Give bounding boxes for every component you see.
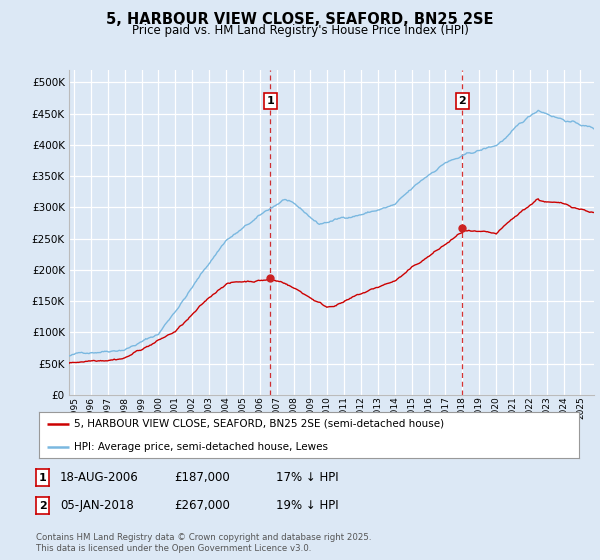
Text: Price paid vs. HM Land Registry's House Price Index (HPI): Price paid vs. HM Land Registry's House … [131,24,469,36]
Text: £187,000: £187,000 [174,470,230,484]
Text: HPI: Average price, semi-detached house, Lewes: HPI: Average price, semi-detached house,… [74,442,328,451]
Text: 1: 1 [266,96,274,106]
Text: 1: 1 [39,473,46,483]
Text: Contains HM Land Registry data © Crown copyright and database right 2025.
This d: Contains HM Land Registry data © Crown c… [36,533,371,553]
Text: 5, HARBOUR VIEW CLOSE, SEAFORD, BN25 2SE: 5, HARBOUR VIEW CLOSE, SEAFORD, BN25 2SE [106,12,494,27]
Text: 19% ↓ HPI: 19% ↓ HPI [276,498,338,512]
Text: £267,000: £267,000 [174,498,230,512]
Text: 17% ↓ HPI: 17% ↓ HPI [276,470,338,484]
Text: 2: 2 [39,501,46,511]
Text: 18-AUG-2006: 18-AUG-2006 [60,470,139,484]
Text: 05-JAN-2018: 05-JAN-2018 [60,498,134,512]
Text: 2: 2 [458,96,466,106]
Text: 5, HARBOUR VIEW CLOSE, SEAFORD, BN25 2SE (semi-detached house): 5, HARBOUR VIEW CLOSE, SEAFORD, BN25 2SE… [74,419,444,428]
